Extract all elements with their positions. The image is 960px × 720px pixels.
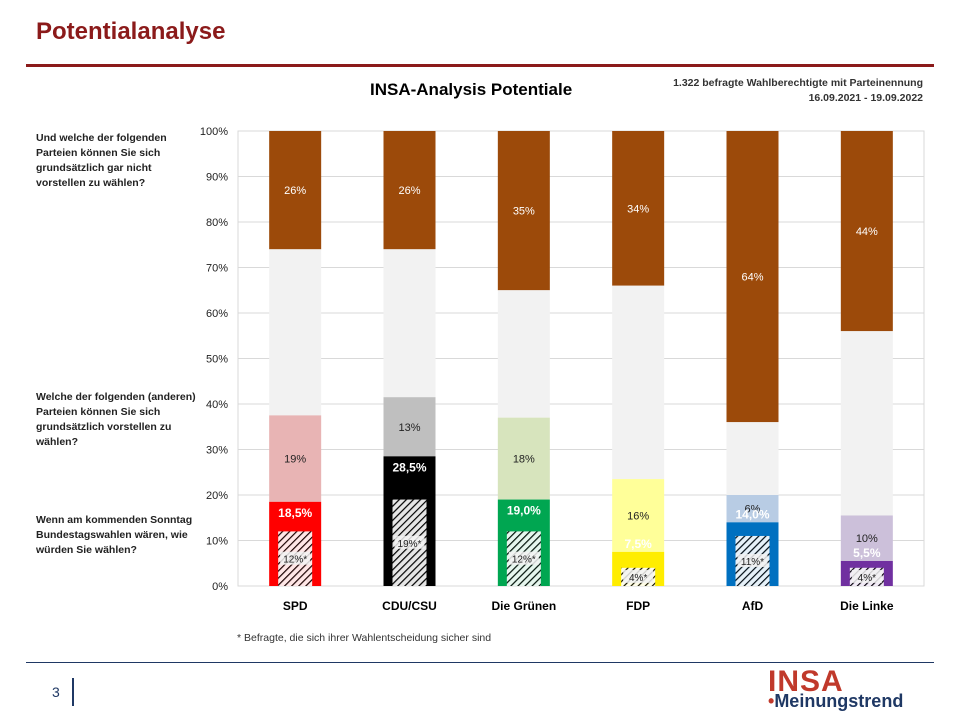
could-label: 6%	[745, 504, 761, 516]
bar-never-3	[612, 131, 665, 286]
category-label: CDU/CSU	[382, 599, 437, 613]
chart-title: INSA-Analysis Potentiale	[370, 80, 573, 99]
certain-chip-3	[623, 569, 654, 583]
never-label: 44%	[856, 226, 878, 238]
logo-dot: •	[768, 691, 775, 711]
vote-label: 7,5%	[624, 537, 652, 551]
footnote: * Befragte, die sich ihrer Wahlentscheid…	[237, 632, 492, 644]
title-rule	[26, 64, 934, 67]
certain-chip-1	[394, 535, 425, 549]
y-tick-label: 0%	[212, 581, 228, 593]
never-label: 34%	[627, 203, 649, 215]
category-label: Die Grünen	[491, 599, 556, 613]
certain-label: 11%*	[741, 557, 764, 568]
vote-label: 18,5%	[278, 506, 312, 520]
bar-neutral-4	[726, 422, 779, 495]
page-title: Potentialanalyse	[36, 18, 226, 45]
could-label: 10%	[856, 533, 878, 545]
never-label: 26%	[284, 185, 306, 197]
certain-label: 4%*	[858, 573, 876, 584]
could-label: 18%	[513, 454, 535, 466]
y-tick-label: 40%	[206, 399, 228, 411]
category-label: SPD	[283, 599, 308, 613]
logo-meinungstrend-label: Meinungstrend	[774, 691, 904, 711]
never-label: 26%	[398, 185, 420, 197]
bottom-rule	[26, 662, 934, 663]
category-label: AfD	[742, 599, 764, 613]
insa-logo: INSA •Meinungstrend	[768, 665, 918, 716]
bar-could-3	[612, 479, 665, 552]
certain-label: 12%*	[283, 555, 307, 566]
never-label: 64%	[741, 272, 763, 284]
bar-never-4	[726, 131, 779, 423]
category-label: FDP	[626, 599, 650, 613]
certain-chip-2	[508, 551, 539, 565]
logo-meinungstrend-text: •Meinungstrend	[768, 691, 903, 712]
certain-chip-5	[851, 569, 882, 583]
bar-neutral-0	[269, 249, 322, 416]
y-tick-label: 20%	[206, 490, 228, 502]
y-tick-label: 80%	[206, 217, 228, 229]
vote-label: 28,5%	[392, 460, 426, 474]
bar-could-4	[726, 495, 779, 523]
y-tick-label: 100%	[200, 126, 228, 138]
y-tick-label: 90%	[206, 172, 228, 184]
source-sample: 1.322 befragte Wahlberechtigte mit Parte…	[673, 77, 923, 89]
could-label: 19%	[284, 454, 306, 466]
bar-neutral-3	[612, 285, 665, 480]
bar-could-1	[383, 397, 436, 457]
bar-never-1	[383, 131, 436, 250]
bar-neutral-1	[383, 249, 436, 398]
y-tick-label: 60%	[206, 308, 228, 320]
source-info: 1.322 befragte Wahlberechtigte mit Parte…	[673, 76, 923, 106]
bar-never-5	[840, 131, 893, 332]
vote-label: 5,5%	[853, 546, 881, 560]
page-number-divider	[72, 678, 74, 706]
bar-neutral-2	[497, 290, 550, 418]
vote-label: 19,0%	[507, 504, 541, 518]
bar-could-0	[269, 415, 322, 502]
y-tick-label: 30%	[206, 445, 228, 457]
bar-could-5	[840, 515, 893, 561]
question-vote: Wenn am kommenden Sonntag Bundestagswahl…	[36, 514, 193, 556]
page-number: 3	[52, 684, 60, 700]
y-tick-label: 70%	[206, 263, 228, 275]
question-never: Und welche der folgenden Parteien können…	[36, 132, 167, 189]
certain-label: 12%*	[512, 555, 536, 566]
certain-chip-4	[737, 553, 768, 567]
y-tick-label: 50%	[206, 354, 228, 366]
source-period: 16.09.2021 - 19.09.2022	[808, 92, 923, 104]
y-tick-label: 10%	[206, 536, 228, 548]
bar-neutral-5	[840, 331, 893, 516]
certain-label: 19%*	[398, 539, 422, 550]
bar-never-0	[269, 131, 322, 250]
bar-could-2	[497, 417, 550, 500]
never-label: 35%	[513, 206, 535, 218]
could-label: 13%	[398, 422, 420, 434]
could-label: 16%	[627, 510, 649, 522]
logo-insa-text: INSA	[768, 665, 844, 698]
certain-label: 4%*	[629, 573, 647, 584]
category-label: Die Linke	[840, 599, 894, 613]
question-could: Welche der folgenden (anderen) Parteien …	[36, 391, 196, 448]
certain-chip-0	[280, 551, 311, 565]
vote-label: 14,0%	[735, 507, 769, 521]
bar-never-2	[497, 131, 550, 291]
